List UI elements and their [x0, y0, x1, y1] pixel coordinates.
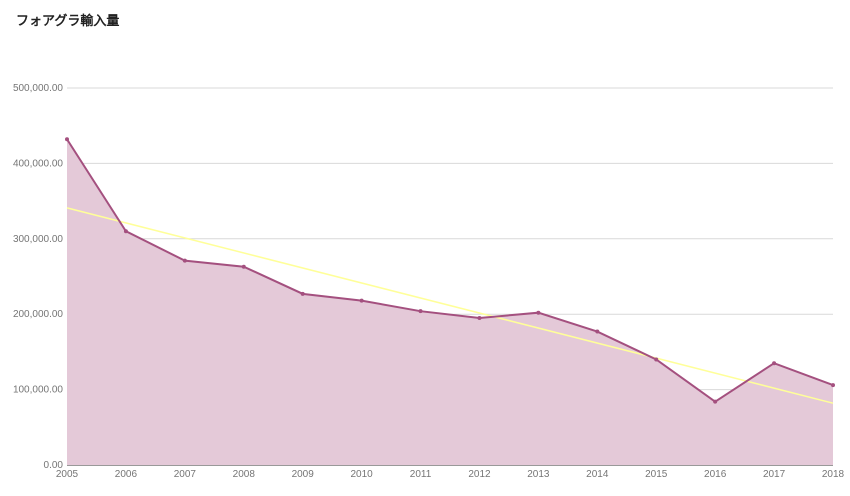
x-tick-label: 2005	[56, 469, 79, 480]
data-point	[477, 315, 482, 320]
x-tick-label: 2011	[410, 469, 432, 480]
data-point	[241, 264, 246, 269]
data-point	[123, 229, 128, 234]
data-point	[300, 291, 305, 296]
series-area-fill	[67, 139, 833, 465]
x-tick-label: 2010	[350, 469, 373, 480]
x-tick-label: 2017	[763, 469, 786, 480]
series-area	[67, 139, 833, 465]
trend-line-group	[66, 207, 834, 404]
y-tick-label: 500,000.00	[13, 83, 63, 94]
trend-line	[66, 207, 834, 404]
x-tick-label: 2008	[233, 469, 256, 480]
x-tick-label: 2006	[115, 469, 138, 480]
data-point	[182, 258, 187, 263]
x-tick-label: 2009	[292, 469, 315, 480]
y-tick-label: 200,000.00	[13, 309, 63, 320]
data-point	[536, 310, 541, 315]
data-point	[65, 137, 69, 142]
y-tick-label: 100,000.00	[13, 385, 63, 396]
x-tick-label: 2013	[527, 469, 550, 480]
x-tick-label: 2015	[645, 469, 668, 480]
chart-title: フォアグラ輸入量	[16, 13, 120, 28]
x-tick-label: 2014	[586, 469, 609, 480]
y-tick-label: 300,000.00	[13, 234, 63, 245]
y-tick-label: 0.00	[44, 460, 64, 471]
data-point	[595, 329, 600, 334]
y-axis: 0.00 100,000.00 200,000.00 300,000.00 400,00…	[13, 83, 63, 471]
data-point	[418, 309, 423, 314]
data-point	[654, 357, 659, 362]
x-tick-label: 2016	[704, 469, 727, 480]
series-line	[66, 138, 834, 403]
data-point	[831, 383, 835, 388]
x-axis: 2005 2006 2007 2008 2009 2010 2011 2012 2013 2014…	[56, 469, 845, 480]
data-point	[772, 361, 777, 366]
data-point	[713, 399, 718, 404]
x-tick-label: 2007	[174, 469, 197, 480]
x-tick-label: 2018	[822, 469, 845, 480]
x-tick-label: 2012	[468, 469, 491, 480]
y-tick-label: 400,000.00	[13, 158, 63, 169]
data-point	[359, 298, 364, 303]
series-line-group	[65, 137, 835, 404]
